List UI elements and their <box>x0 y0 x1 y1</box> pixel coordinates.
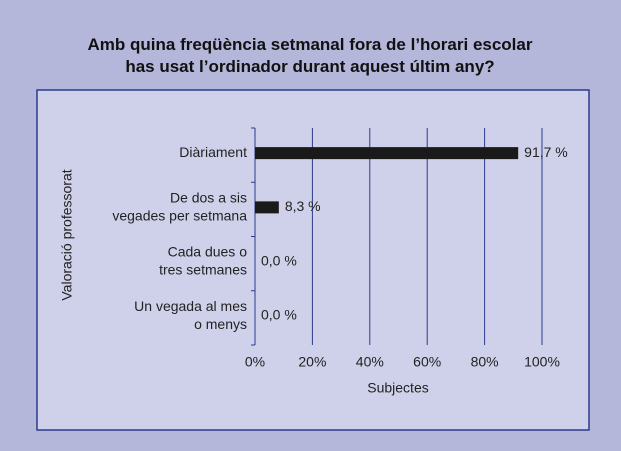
x-tick-label: 80% <box>471 354 499 370</box>
y-tick-label: Un vegada al mes o menys <box>134 298 247 332</box>
chart-title: Amb quina freqüència setmanal fora de l’… <box>88 35 533 76</box>
x-tick-label: 40% <box>356 354 384 370</box>
data-label: 0,0 % <box>261 252 297 268</box>
x-tick-label: 100% <box>524 354 560 370</box>
y-tick-label: Diàriament <box>179 144 247 160</box>
y-tick-label: De dos a sis vegades per setmana <box>112 189 247 223</box>
bar <box>255 201 279 214</box>
data-label: 0,0 % <box>261 307 297 323</box>
x-tick-label: 20% <box>298 354 326 370</box>
y-axis-label: Valoració professorat <box>59 169 75 300</box>
x-axis-label: Subjectes <box>367 380 428 396</box>
x-tick-label: 60% <box>413 354 441 370</box>
data-label: 91,7 % <box>524 144 568 160</box>
x-tick-label: 0% <box>245 354 265 370</box>
y-tick-label: Cada dues o tres setmanes <box>159 243 247 277</box>
data-label: 8,3 % <box>285 198 321 214</box>
panel <box>36 89 590 431</box>
bar <box>255 147 519 160</box>
